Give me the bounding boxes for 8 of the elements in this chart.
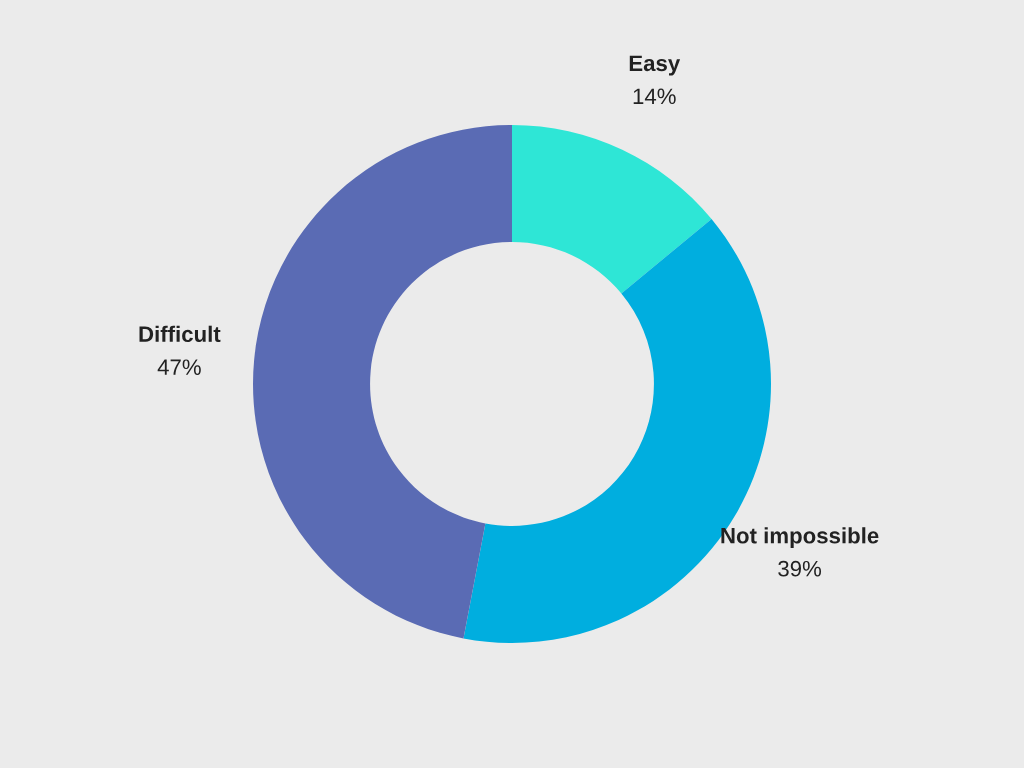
slice-label: Difficult [139,325,221,343]
data-label: 47% [157,359,201,375]
data-label: 14% [633,88,676,105]
data-label: 39% [778,560,822,577]
donut-slice [253,125,512,639]
slice-label: Easy [629,55,681,76]
slice-label: Not impossible [721,527,879,548]
donut-slice [512,125,712,294]
